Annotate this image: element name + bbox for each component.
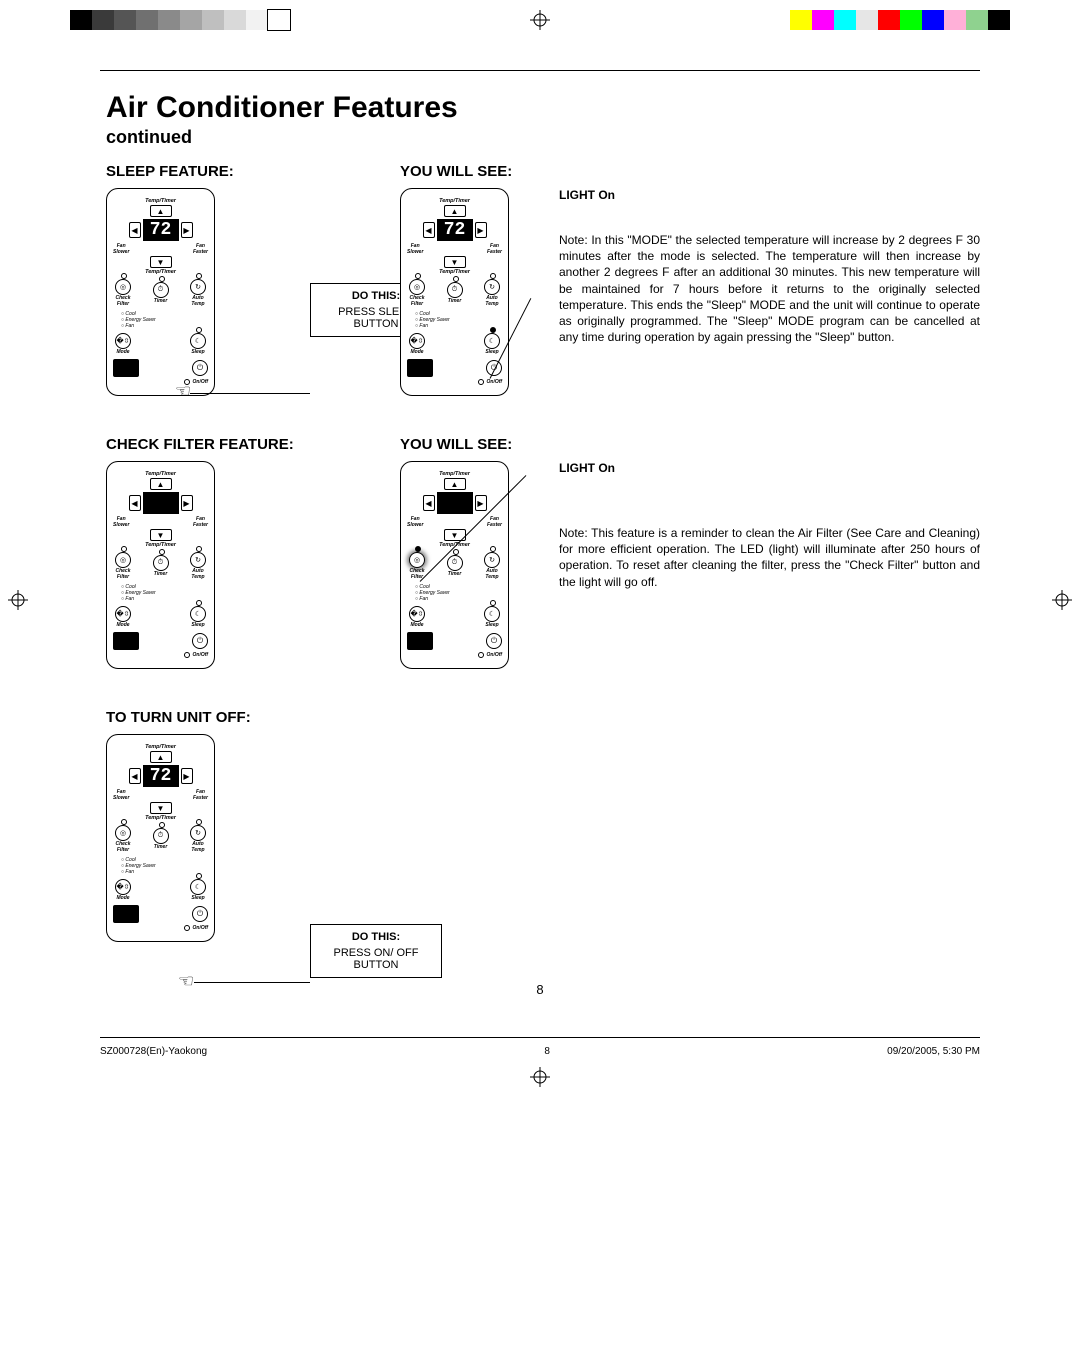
filter-note: Note: This feature is a reminder to clea… xyxy=(559,525,980,590)
footer-right: 09/20/2005, 5:30 PM xyxy=(887,1046,980,1057)
control-panel-sleep-right: Temp/Timer ▲ ◀ 72 ▶ FanSlowerFanFaster ▼… xyxy=(400,188,509,396)
control-panel-filter-left: Temp/Timer ▲ ◀ ▶ FanSlowerFanFaster ▼ Te… xyxy=(106,461,215,669)
turnoff-callout: DO THIS: PRESS ON/ OFF BUTTON xyxy=(310,924,442,978)
light-on-label: LIGHT On xyxy=(559,188,980,202)
color-calibration-bar xyxy=(0,10,1080,30)
control-panel-sleep-left: Temp/Timer ▲ ◀ 72 ▶ FanSlowerFanFaster ▼… xyxy=(106,188,215,396)
you-will-see-heading: YOU WILL SEE: xyxy=(400,163,980,180)
light-on-label-2: LIGHT On xyxy=(559,461,980,475)
you-will-see-heading-2: YOU WILL SEE: xyxy=(400,436,980,453)
callout-leader xyxy=(190,393,310,394)
sleep-note: Note: In this "MODE" the selected temper… xyxy=(559,232,980,345)
registration-mark-top xyxy=(530,10,550,35)
hand-icon: ☞ xyxy=(178,971,194,992)
registration-mark-bottom xyxy=(0,1067,1080,1092)
footer-rule xyxy=(100,1037,980,1038)
callout-text: PRESS ON/ OFF BUTTON xyxy=(321,947,431,971)
sleep-heading: SLEEP FEATURE: xyxy=(106,163,400,180)
callout-leader xyxy=(194,982,310,983)
page-number: 8 xyxy=(100,982,980,997)
filter-feature-row: CHECK FILTER FEATURE: Temp/Timer ▲ ◀ ▶ F… xyxy=(100,436,980,669)
turnoff-heading: TO TURN UNIT OFF: xyxy=(106,709,400,726)
turnoff-row: TO TURN UNIT OFF: Temp/Timer ▲ ◀ 72 ▶ Fa… xyxy=(100,709,980,942)
page-title: Air Conditioner Features xyxy=(106,91,980,125)
control-panel-filter-right: Temp/Timer ▲ ◀ ▶ FanSlowerFanFaster ▼ Te… xyxy=(400,461,509,669)
page-subtitle: continued xyxy=(106,127,980,148)
footer-left: SZ000728(En)-Yaokong xyxy=(100,1046,207,1057)
sleep-feature-row: SLEEP FEATURE: Temp/Timer ▲ ◀ 72 ▶ FanSl… xyxy=(100,163,980,396)
callout-title: DO THIS: xyxy=(321,931,431,943)
hand-icon: ☞ xyxy=(175,381,191,402)
footer-center: 8 xyxy=(544,1046,550,1057)
footer: SZ000728(En)-Yaokong 8 09/20/2005, 5:30 … xyxy=(100,1046,980,1057)
filter-heading: CHECK FILTER FEATURE: xyxy=(106,436,400,453)
control-panel-turnoff: Temp/Timer ▲ ◀ 72 ▶ FanSlowerFanFaster ▼… xyxy=(106,734,215,942)
registration-mark-left xyxy=(8,590,28,616)
page-content: Air Conditioner Features continued SLEEP… xyxy=(100,70,980,997)
registration-mark-right xyxy=(1052,590,1072,616)
